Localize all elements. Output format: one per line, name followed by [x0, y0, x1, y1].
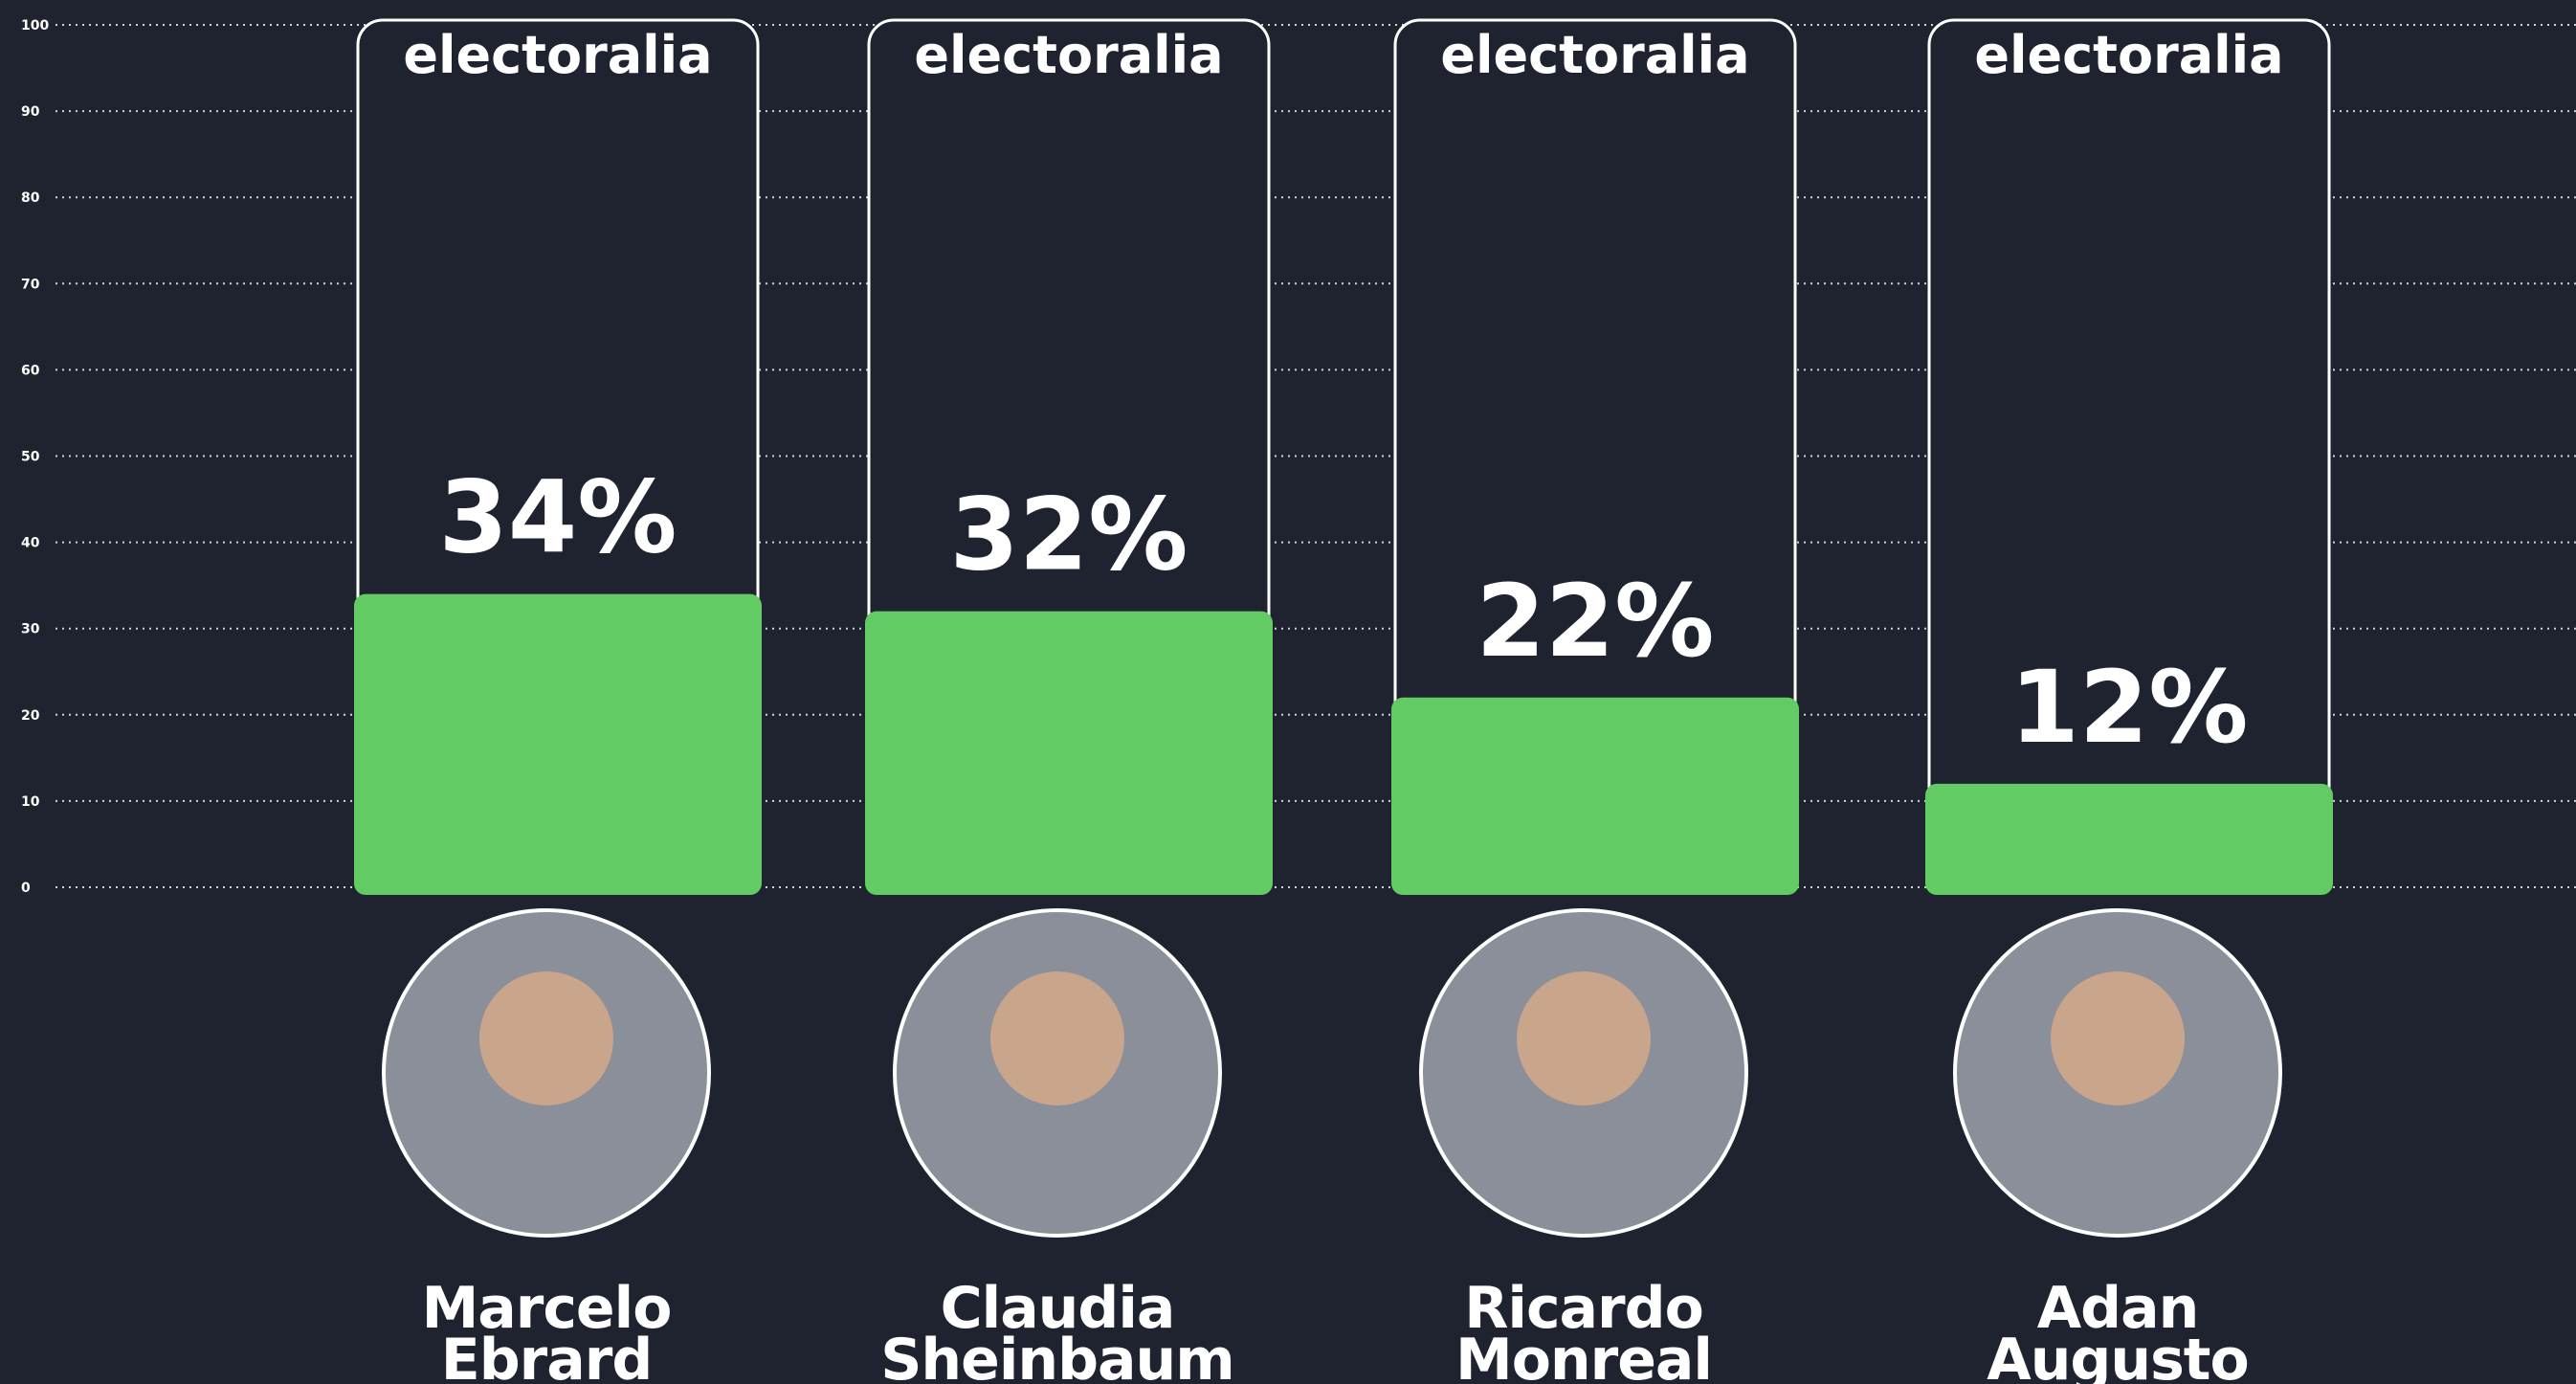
- x-tick-label: Adan Augusto: [1987, 1275, 2249, 1384]
- x-tick-label: Ricardo Monreal: [1455, 1275, 1713, 1384]
- brand-logo: electoralia: [403, 25, 712, 85]
- y-tick-label: 50: [21, 450, 40, 465]
- value-label: 34%: [439, 459, 677, 576]
- bar: [354, 593, 762, 895]
- y-tick-label: 0: [21, 881, 31, 896]
- photo-head: [990, 971, 1124, 1105]
- brand-logo: electoralia: [914, 25, 1223, 85]
- photo-head: [1517, 971, 1651, 1105]
- y-tick-label: 60: [21, 363, 40, 378]
- photo-head: [2051, 971, 2185, 1105]
- brand-logo: electoralia: [1974, 25, 2283, 85]
- y-tick-label: 20: [21, 708, 40, 724]
- x-tick-label: Claudia Sheinbaum: [880, 1275, 1235, 1384]
- y-tick-label: 40: [21, 536, 40, 551]
- y-tick-label: 10: [21, 794, 40, 810]
- brand-logo: electoralia: [1440, 25, 1749, 85]
- value-label: 22%: [1477, 563, 1715, 680]
- x-tick-label: Marcelo Ebrard: [421, 1275, 673, 1384]
- value-label: 12%: [2010, 649, 2249, 766]
- bar: [1391, 697, 1799, 895]
- bar: [1925, 783, 2333, 895]
- bar: [865, 611, 1273, 895]
- value-label: 32%: [950, 477, 1188, 593]
- y-tick-label: 70: [21, 277, 40, 292]
- photo-head: [479, 971, 613, 1105]
- y-tick-label: 100: [21, 18, 49, 33]
- y-tick-label: 80: [21, 190, 40, 206]
- y-tick-label: 30: [21, 622, 40, 637]
- y-tick-label: 90: [21, 104, 40, 120]
